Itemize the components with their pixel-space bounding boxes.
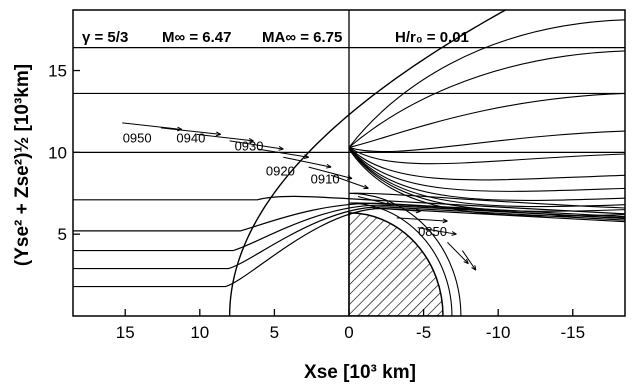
x-tick-label: 10	[190, 323, 209, 342]
bow-shock	[228, 10, 507, 316]
param-height-ratio: H/r₀ = 0.01	[395, 29, 469, 46]
flow-line	[348, 92, 625, 148]
velocity-vector	[229, 140, 284, 151]
velocity-vector	[257, 148, 309, 159]
y-tick-label: 15	[48, 62, 67, 81]
x-tick-label: 0	[344, 323, 353, 342]
y-tick-label: 5	[58, 225, 67, 244]
flow-line	[348, 147, 625, 192]
parameter-annotations: γ = 5/3 M∞ = 6.47 MA∞ = 6.75 H/r₀ = 0.01	[82, 29, 469, 46]
flow-line	[348, 147, 625, 181]
velocity-vector	[447, 242, 469, 265]
trajectory-time-label: 0930	[235, 139, 264, 154]
x-tick-label: -5	[416, 323, 431, 342]
velocity-vector	[357, 196, 392, 206]
flow-line	[348, 148, 625, 217]
flow-line	[348, 147, 625, 201]
flow-line	[348, 147, 625, 208]
param-alfven-mach: MA∞ = 6.75	[262, 29, 342, 46]
flow-line	[348, 146, 625, 165]
param-gamma: γ = 5/3	[82, 29, 128, 46]
x-tick-label: -15	[560, 323, 585, 342]
trajectory-time-label: 0940	[176, 131, 205, 146]
velocity-vector	[196, 133, 254, 143]
param-mach: M∞ = 6.47	[162, 29, 231, 46]
flow-line	[348, 147, 625, 212]
x-tick-label: 5	[270, 323, 279, 342]
velocity-vector	[461, 250, 477, 271]
velocity-vector	[160, 127, 221, 137]
flow-line	[348, 19, 625, 148]
y-axis-label: (Yse² + Zse²)½ [10³km]	[12, 64, 33, 266]
x-axis-label: Xse [10³ km]	[304, 362, 416, 383]
y-tick-label: 10	[48, 143, 67, 162]
trajectory-time-label: 0950	[123, 131, 152, 146]
velocity-vector	[283, 156, 332, 169]
x-tick-label: 15	[116, 323, 135, 342]
boundary-layer	[348, 192, 625, 316]
trajectory-time-label: 0850	[418, 224, 447, 239]
x-tick-label: -10	[486, 323, 511, 342]
flow-line	[348, 130, 625, 153]
velocity-vector	[308, 166, 353, 180]
trajectory-time-label: 0920	[266, 163, 295, 178]
streamline	[73, 195, 625, 215]
trajectory-time-label: 0910	[311, 171, 340, 186]
velocity-vector	[417, 227, 457, 236]
velocity-vector	[396, 217, 448, 224]
velocity-vector	[330, 174, 369, 190]
velocity-vector	[372, 207, 421, 214]
flow-line	[348, 50, 625, 148]
obstacle-hatched	[348, 212, 444, 316]
boundary-layer	[348, 202, 625, 316]
